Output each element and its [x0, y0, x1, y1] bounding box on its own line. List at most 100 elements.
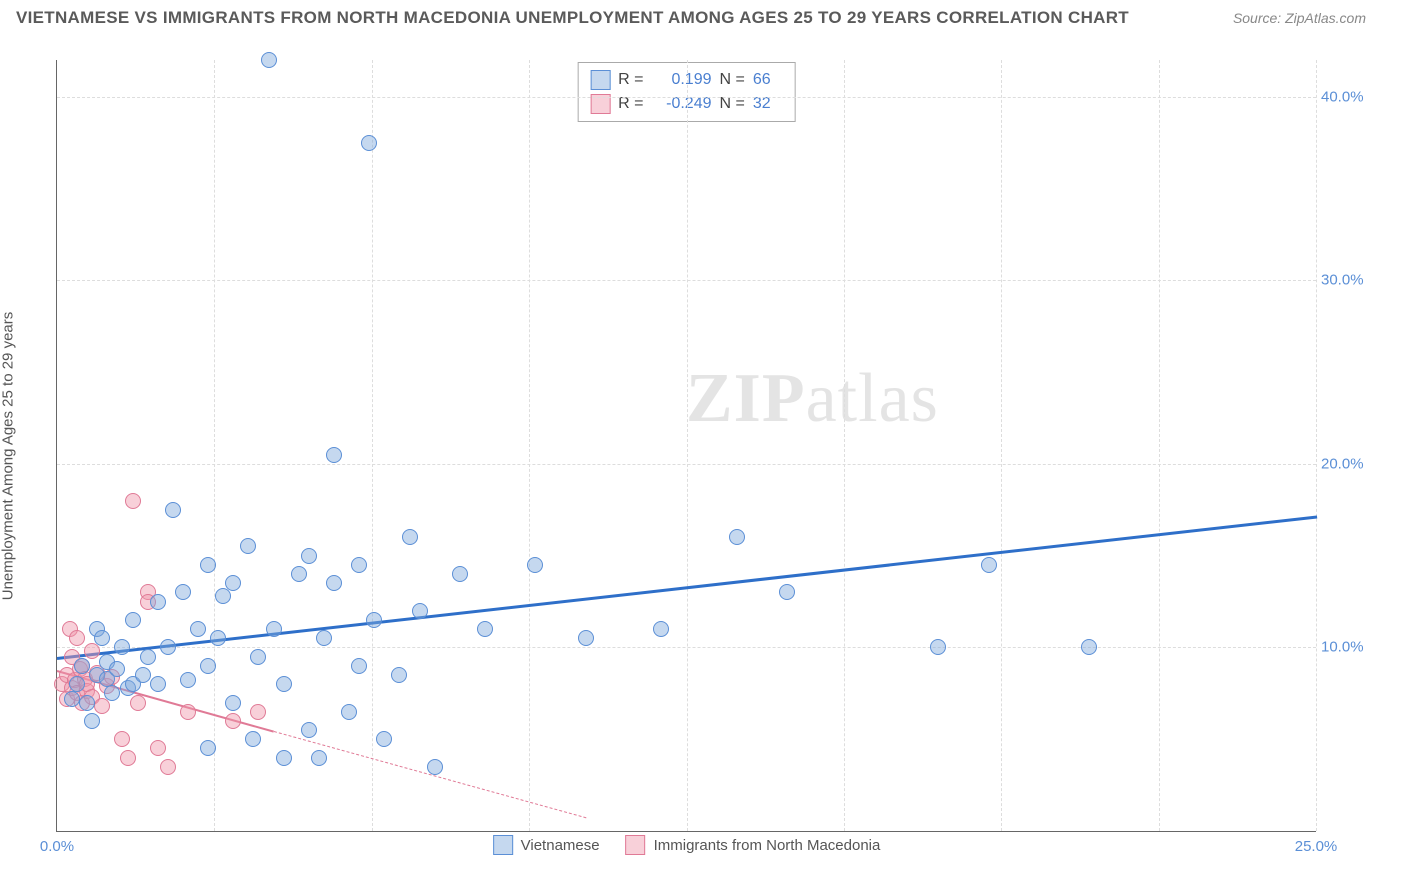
data-point [135, 667, 151, 683]
x-tick-label: 0.0% [40, 838, 74, 855]
data-point [140, 649, 156, 665]
data-point [1081, 639, 1097, 655]
data-point [104, 685, 120, 701]
data-point [165, 502, 181, 518]
data-point [200, 740, 216, 756]
legend-item-pink: Immigrants from North Macedonia [626, 835, 881, 855]
data-point [190, 621, 206, 637]
r-label: R = [618, 68, 643, 92]
data-point [210, 630, 226, 646]
gridline-v [1159, 60, 1160, 831]
data-point [69, 676, 85, 692]
data-point [351, 658, 367, 674]
data-point [779, 584, 795, 600]
data-point [981, 557, 997, 573]
data-point [180, 704, 196, 720]
data-point [930, 639, 946, 655]
data-point [175, 584, 191, 600]
data-point [412, 603, 428, 619]
data-point [291, 566, 307, 582]
data-point [74, 658, 90, 674]
y-axis-label: Unemployment Among Ages 25 to 29 years [0, 312, 17, 601]
data-point [114, 639, 130, 655]
data-point [225, 575, 241, 591]
data-point [150, 676, 166, 692]
data-point [64, 691, 80, 707]
watermark-atlas: atlas [806, 360, 939, 437]
gridline-v [529, 60, 530, 831]
data-point [125, 612, 141, 628]
data-point [125, 493, 141, 509]
data-point [69, 630, 85, 646]
source-credit: Source: ZipAtlas.com [1233, 10, 1366, 26]
r-value-pink: -0.249 [652, 92, 712, 116]
gridline-v [1316, 60, 1317, 831]
data-point [114, 731, 130, 747]
data-point [245, 731, 261, 747]
data-point [301, 722, 317, 738]
data-point [84, 643, 100, 659]
data-point [578, 630, 594, 646]
data-point [366, 612, 382, 628]
data-point [150, 594, 166, 610]
data-point [341, 704, 357, 720]
regression-line [274, 731, 587, 818]
data-point [477, 621, 493, 637]
data-point [150, 740, 166, 756]
swatch-pink-icon [626, 835, 646, 855]
data-point [301, 548, 317, 564]
data-point [391, 667, 407, 683]
data-point [84, 713, 100, 729]
legend-series: Vietnamese Immigrants from North Macedon… [493, 835, 881, 855]
data-point [452, 566, 468, 582]
data-point [109, 661, 125, 677]
data-point [326, 447, 342, 463]
data-point [311, 750, 327, 766]
swatch-blue-icon [493, 835, 513, 855]
n-value-blue: 66 [753, 68, 783, 92]
data-point [261, 52, 277, 68]
data-point [276, 750, 292, 766]
data-point [200, 658, 216, 674]
data-point [94, 630, 110, 646]
n-label: N = [720, 68, 745, 92]
data-point [427, 759, 443, 775]
gridline-v [372, 60, 373, 831]
y-tick-label: 40.0% [1321, 88, 1376, 105]
gridline-v [844, 60, 845, 831]
y-tick-label: 20.0% [1321, 455, 1376, 472]
legend-item-blue: Vietnamese [493, 835, 600, 855]
data-point [120, 750, 136, 766]
data-point [130, 695, 146, 711]
gridline-v [687, 60, 688, 831]
data-point [351, 557, 367, 573]
data-point [79, 695, 95, 711]
data-point [361, 135, 377, 151]
data-point [316, 630, 332, 646]
data-point [402, 529, 418, 545]
n-label: N = [720, 92, 745, 116]
data-point [653, 621, 669, 637]
data-point [276, 676, 292, 692]
r-value-blue: 0.199 [652, 68, 712, 92]
r-label: R = [618, 92, 643, 116]
data-point [160, 639, 176, 655]
data-point [729, 529, 745, 545]
data-point [527, 557, 543, 573]
data-point [250, 649, 266, 665]
data-point [215, 588, 231, 604]
chart-title: VIETNAMESE VS IMMIGRANTS FROM NORTH MACE… [16, 8, 1129, 28]
legend-label-pink: Immigrants from North Macedonia [654, 837, 881, 854]
data-point [326, 575, 342, 591]
data-point [200, 557, 216, 573]
data-point [180, 672, 196, 688]
n-value-pink: 32 [753, 92, 783, 116]
data-point [240, 538, 256, 554]
legend-label-blue: Vietnamese [521, 837, 600, 854]
x-tick-label: 25.0% [1295, 838, 1338, 855]
data-point [376, 731, 392, 747]
watermark: ZIPatlas [686, 359, 939, 439]
swatch-blue-icon [590, 70, 610, 90]
y-tick-label: 30.0% [1321, 272, 1376, 289]
gridline-v [1001, 60, 1002, 831]
